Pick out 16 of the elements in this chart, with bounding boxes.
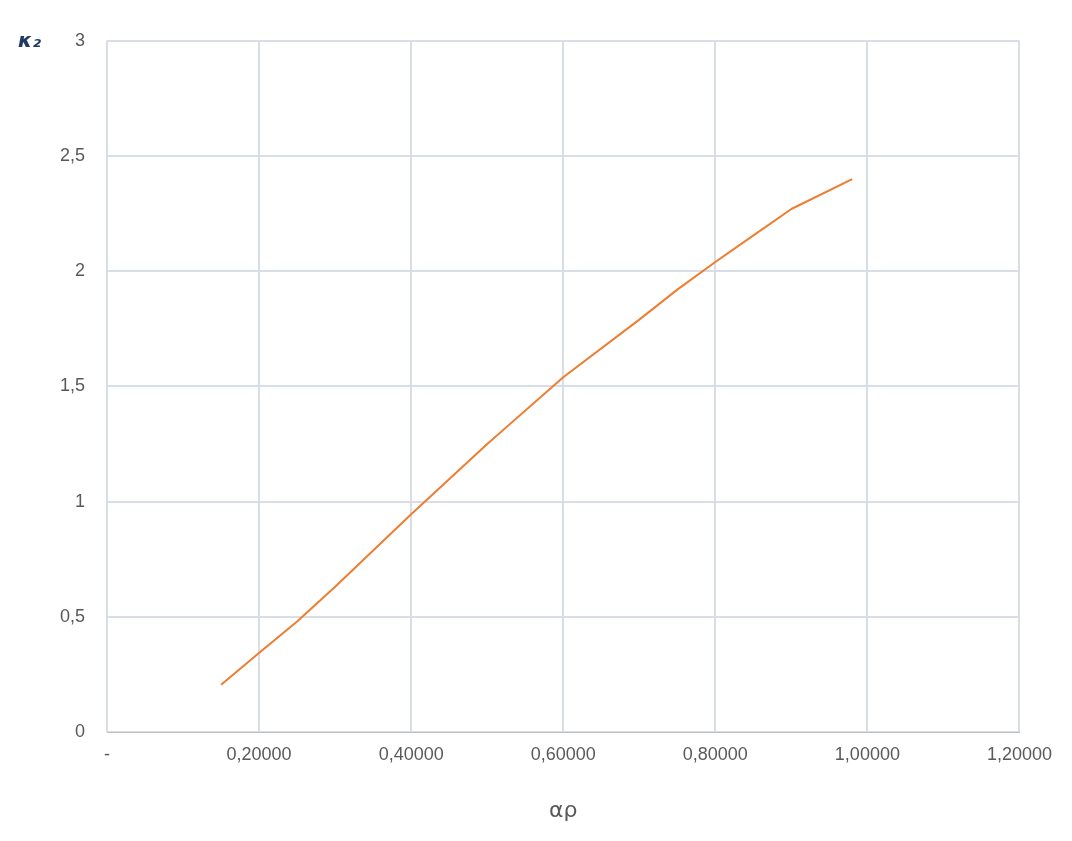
x-axis-title: αρ (549, 796, 578, 822)
y-tick-label: 2,5 (59, 144, 86, 165)
x-tick-label: - (104, 743, 111, 764)
x-tick-label: 0,60000 (530, 743, 596, 764)
x-tick-label: 1,20000 (986, 743, 1053, 764)
x-tick-label: 0,80000 (682, 743, 748, 764)
x-tick-label: 0,40000 (378, 743, 444, 764)
y-axis-title: κ₂ (18, 28, 42, 53)
y-tick-label: 1 (75, 490, 86, 511)
y-tick-label: 2 (75, 260, 86, 281)
x-tick-label: 1,00000 (834, 743, 900, 764)
x-tick-label: 0,20000 (226, 743, 292, 764)
y-tick-label: 0,5 (59, 605, 86, 626)
y-tick-label: 3 (75, 29, 86, 50)
y-tick-label: 0 (75, 720, 86, 741)
y-tick-label: 1,5 (59, 375, 86, 396)
